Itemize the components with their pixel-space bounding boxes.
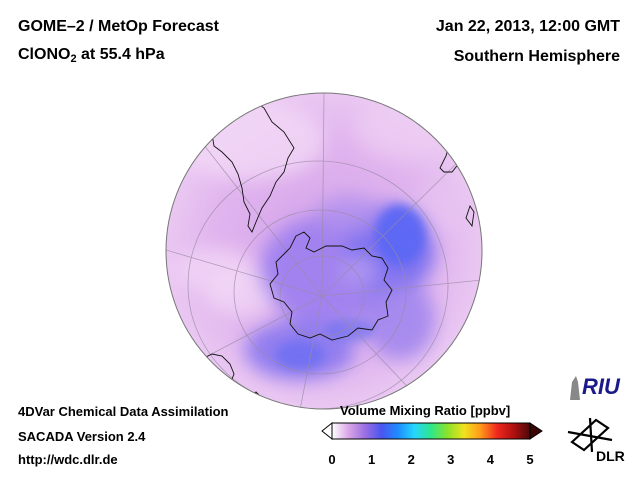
colorbar-tick-1: 1: [367, 452, 376, 467]
colorbar-tick-4: 4: [486, 452, 494, 467]
species-name: ClONO: [18, 46, 71, 63]
hemisphere-label: Southern Hemisphere: [453, 48, 620, 65]
riu-logo-icon: [570, 376, 580, 400]
dlr-logo-icon: [567, 417, 613, 453]
colorbar-gradient: [331, 422, 531, 440]
riu-logo-text: RIU: [582, 374, 620, 399]
colorbar-tick-3: 3: [447, 452, 455, 467]
footer-line2: SACADA Version 2.4: [18, 429, 146, 444]
dlr-logo-text: DLR: [596, 448, 625, 464]
colorbar-tick-0: 0: [328, 452, 336, 467]
graticule: [166, 93, 482, 409]
colorbar-max-arrow: [529, 422, 543, 440]
colorbar-title: Volume Mixing Ratio [ppbv]: [340, 403, 511, 418]
species-subscript: 2: [70, 53, 77, 65]
forecast-datetime: Jan 22, 2013, 12:00 GMT: [435, 18, 620, 35]
globe-outline: [165, 92, 483, 410]
pressure-level: at 55.4 hPa: [76, 46, 165, 63]
colorbar: [321, 421, 543, 441]
colorbar-tick-5: 5: [526, 452, 534, 467]
title-line1: GOME–2 / MetOp Forecast: [18, 18, 219, 35]
colorbar-min-arrow: [321, 421, 333, 441]
species-level-title: ClONO2 at 55.4 hPa: [18, 46, 165, 65]
colorbar-tick-2: 2: [407, 452, 415, 467]
footer-url[interactable]: http://wdc.dlr.de: [18, 452, 118, 467]
footer-line1: 4DVar Chemical Data Assimilation: [18, 404, 229, 419]
